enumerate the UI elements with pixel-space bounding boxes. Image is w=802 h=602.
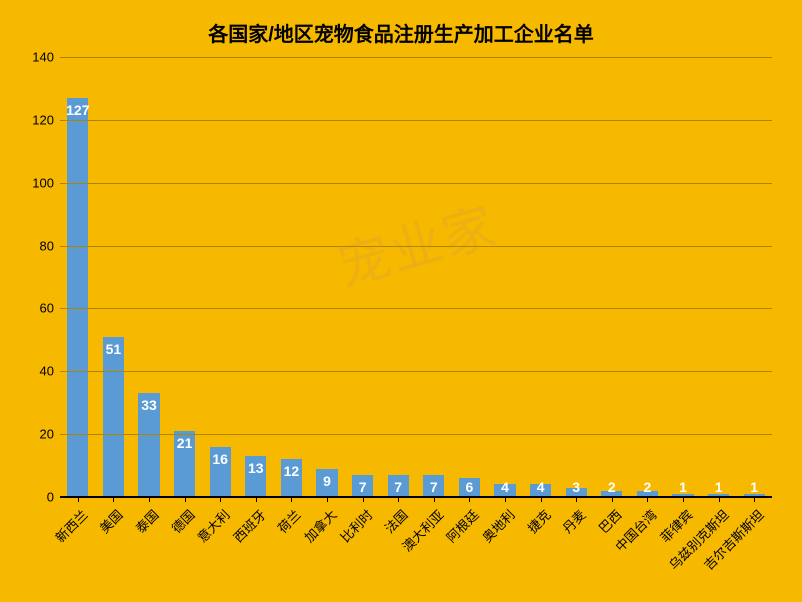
y-gridline xyxy=(60,183,772,184)
y-axis: 020406080100120140 xyxy=(20,57,60,497)
x-category-label: 阿根廷 xyxy=(442,505,483,546)
y-tick-label: 100 xyxy=(32,175,54,190)
bar-value-label: 6 xyxy=(465,479,473,495)
bar-value-label: 13 xyxy=(248,460,264,476)
y-gridline xyxy=(60,120,772,121)
x-category-label: 比利时 xyxy=(335,505,376,546)
bar-value-label: 12 xyxy=(284,463,300,479)
y-gridline xyxy=(60,434,772,435)
y-tick-label: 80 xyxy=(40,238,54,253)
chart-container: 各国家/地区宠物食品注册生产加工企业名单 宠业家 020406080100120… xyxy=(0,0,802,602)
bar-value-label: 21 xyxy=(177,435,193,451)
bar-value-label: 16 xyxy=(212,451,228,467)
y-gridline xyxy=(60,308,772,309)
bar-value-label: 7 xyxy=(430,479,438,495)
x-labels: 新西兰美国泰国德国意大利西班牙荷兰加拿大比利时法国澳大利亚阿根廷奥地利捷克丹麦巴… xyxy=(60,497,772,597)
bar xyxy=(103,337,124,497)
x-category-label: 泰国 xyxy=(131,505,163,537)
y-tick-label: 120 xyxy=(32,112,54,127)
bar xyxy=(67,98,88,497)
bar-value-label: 7 xyxy=(359,479,367,495)
bar-value-label: 2 xyxy=(643,479,651,495)
x-category-label: 新西兰 xyxy=(50,505,91,546)
x-category-label: 加拿大 xyxy=(299,505,340,546)
y-gridline xyxy=(60,371,772,372)
bar-value-label: 127 xyxy=(66,102,89,118)
bar-value-label: 9 xyxy=(323,473,331,489)
x-category-label: 美国 xyxy=(95,505,127,537)
bar-value-label: 51 xyxy=(106,341,122,357)
y-gridline xyxy=(60,57,772,58)
y-tick-label: 20 xyxy=(40,427,54,442)
bar-value-label: 1 xyxy=(679,479,687,495)
x-category-label: 意大利 xyxy=(193,505,234,546)
bar-value-label: 1 xyxy=(715,479,723,495)
bar-value-label: 7 xyxy=(394,479,402,495)
bars-group: 1275133211613129777644322111 xyxy=(60,57,772,497)
x-category-label: 奥地利 xyxy=(477,505,518,546)
x-category-label: 捷克 xyxy=(522,505,554,537)
y-tick-label: 0 xyxy=(47,490,54,505)
x-category-label: 西班牙 xyxy=(228,505,269,546)
bar-value-label: 33 xyxy=(141,397,157,413)
chart-title: 各国家/地区宠物食品注册生产加工企业名单 xyxy=(20,18,782,47)
y-gridline xyxy=(60,246,772,247)
bar-value-label: 1 xyxy=(750,479,758,495)
y-tick-label: 60 xyxy=(40,301,54,316)
bar-value-label: 4 xyxy=(537,479,545,495)
y-tick-label: 40 xyxy=(40,364,54,379)
x-category-label: 丹麦 xyxy=(558,505,590,537)
y-tick-label: 140 xyxy=(32,50,54,65)
bar-value-label: 4 xyxy=(501,479,509,495)
plot-area: 宠业家 020406080100120140 12751332116131297… xyxy=(60,57,772,497)
bar-value-label: 3 xyxy=(572,479,580,495)
bar-value-label: 2 xyxy=(608,479,616,495)
